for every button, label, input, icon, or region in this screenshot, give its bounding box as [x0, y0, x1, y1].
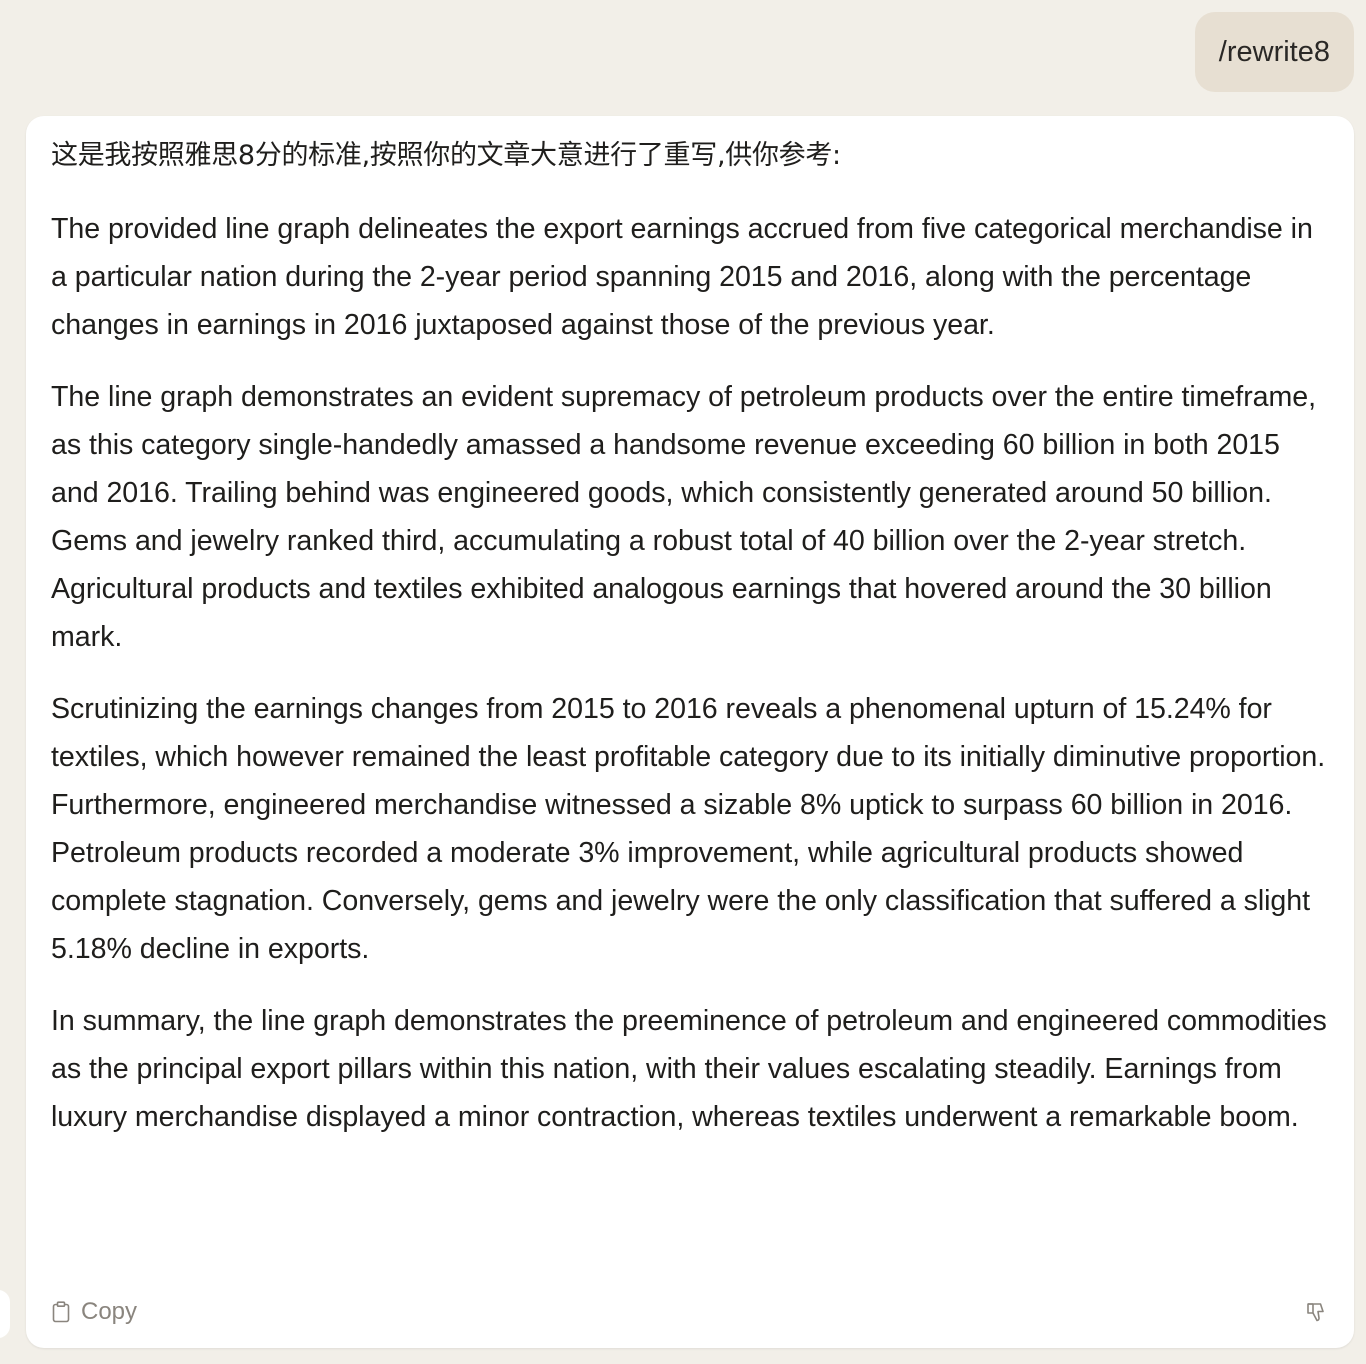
message-actions-bar: Copy	[51, 1298, 1330, 1326]
assistant-paragraph-2: The line graph demonstrates an evident s…	[51, 381, 1317, 653]
assistant-paragraph-4: In summary, the line graph demonstrates …	[51, 1005, 1327, 1133]
assistant-message-card: 这是我按照雅思8分的标准,按照你的文章大意进行了重写,供你参考: The pro…	[26, 116, 1354, 1348]
user-message-bubble: /rewrite8	[1194, 12, 1354, 92]
copy-button-label: Copy	[81, 1298, 138, 1325]
user-message-text: /rewrite8	[1218, 35, 1330, 68]
clipboard-icon	[51, 1301, 71, 1323]
assistant-intro-text: 这是我按照雅思8分的标准,按照你的文章大意进行了重写,供你参考:	[51, 140, 841, 171]
thumbs-down-button[interactable]	[1304, 1299, 1330, 1325]
copy-button[interactable]: Copy	[51, 1298, 137, 1326]
assistant-paragraph-1: The provided line graph delineates the e…	[51, 213, 1313, 341]
thumbs-down-icon	[1305, 1300, 1329, 1324]
assistant-paragraph-3: Scrutinizing the earnings changes from 2…	[51, 693, 1326, 965]
sidebar-edge-tab[interactable]	[0, 1290, 10, 1338]
